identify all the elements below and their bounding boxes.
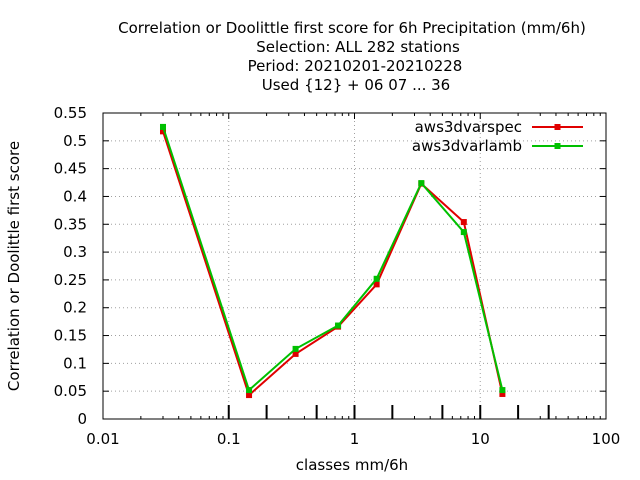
- legend-label-aws3dvarlamb: aws3dvarlamb: [412, 137, 522, 155]
- data-point-aws3dvarlamb: [335, 322, 342, 329]
- x-tick-label: 100: [592, 430, 621, 448]
- y-tick-label: 0.1: [63, 354, 87, 372]
- data-point-aws3dvarspec: [159, 128, 166, 135]
- series-line-aws3dvarspec: [162, 131, 504, 397]
- x-tick-labels: 0.01 0.1 1 10 100: [86, 430, 620, 448]
- series-line-aws3dvarlamb: [162, 126, 504, 392]
- plot-frame: [102, 112, 607, 420]
- data-point-aws3dvarspec: [499, 390, 506, 397]
- class-ticks: [227, 405, 550, 419]
- data-point-aws3dvarlamb: [292, 345, 299, 352]
- title-line-4: Used {12} + 06 07 ... 36: [262, 76, 450, 94]
- series-layer: [159, 123, 506, 399]
- x-axis-label: classes mm/6h: [296, 456, 408, 474]
- x-tick-label: 0.1: [217, 430, 241, 448]
- y-tick-label: 0.4: [63, 187, 87, 205]
- legend-marker-aws3dvarlamb: [554, 143, 561, 149]
- x-tick-label: 0.01: [86, 430, 119, 448]
- data-point-aws3dvarspec: [246, 392, 253, 399]
- y-tick-label: 0.55: [54, 104, 87, 122]
- y-tick-label: 0.05: [54, 382, 87, 400]
- y-tick-labels: 0 0.05 0.1 0.15 0.2 0.25 0.3 0.35 0.4 0.45 0.5 0.55: [54, 104, 87, 428]
- chart-title: Correlation or Doolittle first score for…: [118, 19, 586, 94]
- y-tick-label: 0.35: [54, 215, 87, 233]
- x-tick-label: 10: [471, 430, 490, 448]
- y-tick-label: 0.45: [54, 160, 87, 178]
- y-tick-label: 0.3: [63, 243, 87, 261]
- y-axis-label: Correlation or Doolittle first score: [5, 141, 23, 391]
- y-tick-label: 0: [77, 410, 87, 428]
- title-line-3: Period: 20210201-20210228: [248, 57, 463, 75]
- data-point-aws3dvarlamb: [460, 229, 467, 236]
- x-tick-label: 1: [350, 430, 360, 448]
- y-tick-label: 0.25: [54, 271, 87, 289]
- y-tick-label: 0.5: [63, 132, 87, 150]
- gridlines: [103, 113, 606, 419]
- legend-marker-aws3dvarspec: [554, 124, 561, 130]
- y-tick-label: 0.2: [63, 299, 87, 317]
- y-tick-label: 0.15: [54, 327, 87, 345]
- data-point-aws3dvarlamb: [373, 275, 380, 282]
- data-point-aws3dvarspec: [373, 281, 380, 288]
- legend-label-aws3dvarspec: aws3dvarspec: [415, 118, 522, 136]
- data-point-aws3dvarlamb: [418, 180, 425, 187]
- data-point-aws3dvarlamb: [159, 123, 166, 130]
- data-point-aws3dvarlamb: [246, 387, 253, 394]
- data-point-aws3dvarspec: [460, 219, 467, 226]
- title-line-1: Correlation or Doolittle first score for…: [118, 19, 586, 37]
- title-line-2: Selection: ALL 282 stations: [256, 38, 460, 56]
- data-point-aws3dvarspec: [292, 350, 299, 357]
- data-point-aws3dvarlamb: [499, 387, 506, 394]
